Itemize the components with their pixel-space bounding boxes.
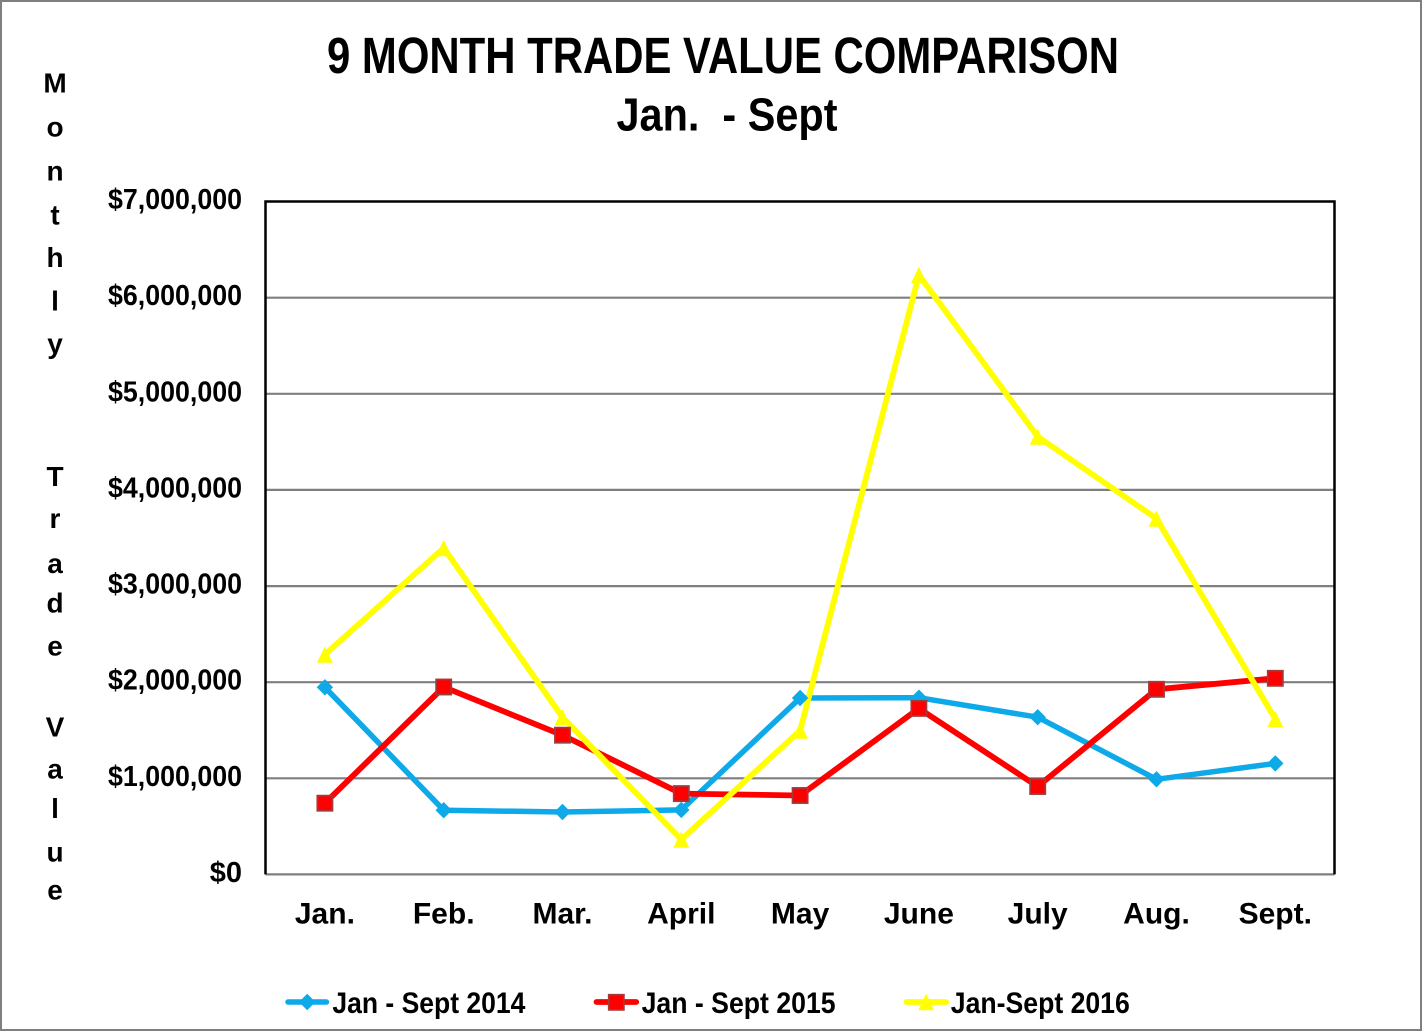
svg-text:l: l (51, 793, 59, 824)
svg-text:Aug.: Aug. (1123, 897, 1190, 930)
svg-text:April: April (647, 897, 715, 930)
svg-text:Jan.: Jan. (295, 897, 355, 930)
svg-text:$4,000,000: $4,000,000 (108, 472, 242, 504)
svg-text:June: June (884, 897, 954, 930)
svg-text:T: T (46, 461, 63, 492)
svg-text:$6,000,000: $6,000,000 (108, 280, 242, 312)
svg-text:d: d (46, 587, 63, 618)
svg-text:$5,000,000: $5,000,000 (108, 376, 242, 408)
svg-text:Jan. - Sept: Jan. - Sept (617, 89, 838, 141)
svg-text:h: h (46, 242, 63, 273)
svg-text:$1,000,000: $1,000,000 (108, 761, 242, 793)
svg-text:Jan-Sept 2016: Jan-Sept 2016 (951, 987, 1130, 1020)
svg-text:e: e (47, 630, 63, 661)
svg-text:Jan - Sept 2014: Jan - Sept 2014 (332, 987, 525, 1020)
svg-text:Feb.: Feb. (413, 897, 475, 930)
svg-text:r: r (50, 503, 61, 534)
svg-text:a: a (47, 548, 63, 579)
svg-text:Jan - Sept 2015: Jan - Sept 2015 (642, 987, 836, 1020)
svg-text:9 MONTH TRADE VALUE COMPARISON: 9 MONTH TRADE VALUE COMPARISON (327, 27, 1119, 84)
svg-text:Sept.: Sept. (1239, 897, 1312, 930)
svg-text:Mar.: Mar. (532, 897, 592, 930)
svg-text:n: n (46, 156, 63, 187)
svg-text:$2,000,000: $2,000,000 (108, 665, 242, 697)
svg-text:y: y (47, 328, 63, 359)
svg-text:e: e (47, 874, 63, 905)
svg-text:u: u (46, 836, 63, 867)
svg-text:July: July (1008, 897, 1068, 930)
svg-text:$0: $0 (210, 857, 242, 889)
svg-text:o: o (46, 111, 63, 142)
svg-text:t: t (50, 199, 59, 230)
svg-text:a: a (47, 754, 63, 785)
svg-text:May: May (771, 897, 830, 930)
svg-text:M: M (43, 68, 66, 99)
svg-text:V: V (46, 712, 65, 743)
svg-text:l: l (51, 286, 59, 317)
svg-text:$3,000,000: $3,000,000 (108, 569, 242, 601)
svg-text:$7,000,000: $7,000,000 (108, 184, 242, 216)
